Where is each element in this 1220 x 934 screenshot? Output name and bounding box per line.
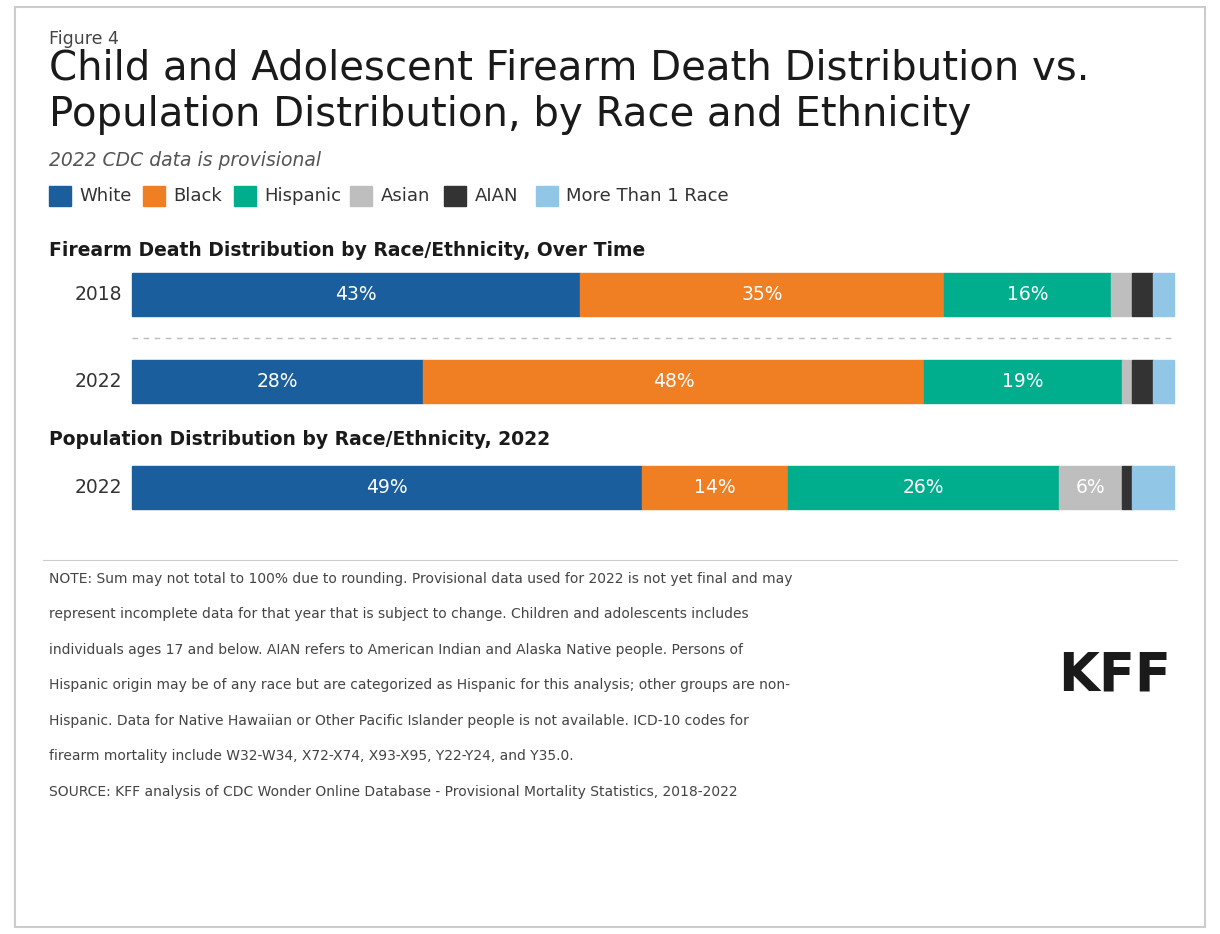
Text: 2018: 2018 [74, 285, 122, 304]
Bar [1153, 273, 1174, 316]
Text: 48%: 48% [653, 372, 694, 390]
Text: Hispanic. Data for Native Hawaiian or Other Pacific Islander people is not avail: Hispanic. Data for Native Hawaiian or Ot… [49, 714, 749, 728]
Bar [350, 186, 372, 206]
Text: 28%: 28% [257, 372, 299, 390]
Bar [132, 360, 423, 403]
Text: 2022 CDC data is provisional: 2022 CDC data is provisional [49, 151, 321, 170]
Bar [132, 273, 580, 316]
Text: Figure 4: Figure 4 [49, 30, 118, 48]
Bar [132, 466, 642, 509]
Bar [423, 360, 924, 403]
Bar [1121, 360, 1132, 403]
Bar [444, 186, 466, 206]
Text: Population Distribution, by Race and Ethnicity: Population Distribution, by Race and Eth… [49, 95, 971, 135]
Bar [944, 273, 1111, 316]
Bar [642, 466, 788, 509]
Bar [1121, 466, 1132, 509]
Bar [788, 466, 1059, 509]
Text: NOTE: Sum may not total to 100% due to rounding. Provisional data used for 2022 : NOTE: Sum may not total to 100% due to r… [49, 572, 792, 586]
Text: 26%: 26% [903, 478, 944, 497]
Bar [1132, 273, 1153, 316]
Bar [49, 186, 71, 206]
Text: 6%: 6% [1076, 478, 1105, 497]
Text: More Than 1 Race: More Than 1 Race [566, 187, 728, 205]
Text: 2022: 2022 [74, 478, 122, 497]
Bar [580, 273, 944, 316]
Text: KFF: KFF [1058, 649, 1171, 701]
Text: Child and Adolescent Firearm Death Distribution vs.: Child and Adolescent Firearm Death Distr… [49, 49, 1089, 89]
Text: SOURCE: KFF analysis of CDC Wonder Online Database - Provisional Mortality Stati: SOURCE: KFF analysis of CDC Wonder Onlin… [49, 785, 737, 799]
Text: 14%: 14% [694, 478, 736, 497]
Bar [234, 186, 256, 206]
Text: 35%: 35% [742, 285, 783, 304]
Text: 2022: 2022 [74, 372, 122, 390]
Text: Black: Black [173, 187, 222, 205]
Text: firearm mortality include W32-W34, X72-X74, X93-X95, Y22-Y24, and Y35.0.: firearm mortality include W32-W34, X72-X… [49, 749, 573, 763]
Text: 43%: 43% [336, 285, 377, 304]
Text: Population Distribution by Race/Ethnicity, 2022: Population Distribution by Race/Ethnicit… [49, 430, 550, 448]
Text: 16%: 16% [1006, 285, 1048, 304]
Bar [1111, 273, 1132, 316]
Text: individuals ages 17 and below. AIAN refers to American Indian and Alaska Native : individuals ages 17 and below. AIAN refe… [49, 643, 743, 657]
Text: Hispanic: Hispanic [265, 187, 342, 205]
Text: 19%: 19% [1002, 372, 1043, 390]
Text: Hispanic origin may be of any race but are categorized as Hispanic for this anal: Hispanic origin may be of any race but a… [49, 678, 789, 692]
Bar [1132, 466, 1174, 509]
Text: Asian: Asian [381, 187, 429, 205]
Text: White: White [79, 187, 132, 205]
Text: AIAN: AIAN [475, 187, 518, 205]
Bar [143, 186, 165, 206]
Bar [1059, 466, 1121, 509]
Text: Firearm Death Distribution by Race/Ethnicity, Over Time: Firearm Death Distribution by Race/Ethni… [49, 241, 645, 260]
Bar [1153, 360, 1174, 403]
Text: represent incomplete data for that year that is subject to change. Children and : represent incomplete data for that year … [49, 607, 748, 621]
Bar [924, 360, 1121, 403]
Bar [536, 186, 558, 206]
Bar [1132, 360, 1153, 403]
Text: 49%: 49% [366, 478, 407, 497]
